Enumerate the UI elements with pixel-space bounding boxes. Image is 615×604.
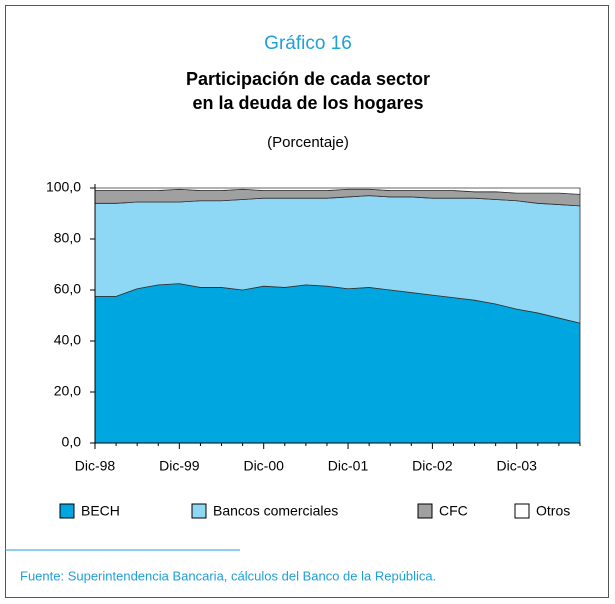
y-tick-label: 60,0 [54, 281, 81, 297]
x-tick-label: Dic-00 [243, 458, 284, 474]
chart-title: en la deuda de los hogares [192, 93, 423, 113]
y-tick-label: 0,0 [62, 434, 82, 450]
x-tick-label: Dic-98 [75, 458, 116, 474]
y-tick-label: 100,0 [46, 179, 81, 195]
area [94, 283, 581, 444]
legend-swatch [191, 503, 207, 519]
source: Fuente: Superintendencia Bancaria, cálcu… [20, 568, 436, 583]
legend-label: BECH [81, 503, 120, 519]
y-tick-label: 40,0 [54, 332, 81, 348]
x-tick-label: Dic-99 [159, 458, 200, 474]
y-tick-label: 80,0 [54, 230, 81, 246]
legend-swatch [59, 503, 75, 519]
legend-swatch [514, 503, 530, 519]
legend-label: CFC [439, 503, 468, 519]
legend-label: Bancos comerciales [213, 503, 338, 519]
y-tick-label: 20,0 [54, 383, 81, 399]
x-tick-label: Dic-01 [328, 458, 369, 474]
chart-heading: Gráfico 16 [264, 33, 352, 54]
legend-swatch [417, 503, 433, 519]
chart-title: Participación de cada sector [186, 69, 430, 89]
chart-subtitle: (Porcentaje) [267, 134, 349, 151]
x-tick-label: Dic-02 [412, 458, 453, 474]
legend-label: Otros [536, 503, 570, 519]
x-tick-label: Dic-03 [497, 458, 538, 474]
area [94, 187, 581, 195]
frame [5, 5, 609, 598]
